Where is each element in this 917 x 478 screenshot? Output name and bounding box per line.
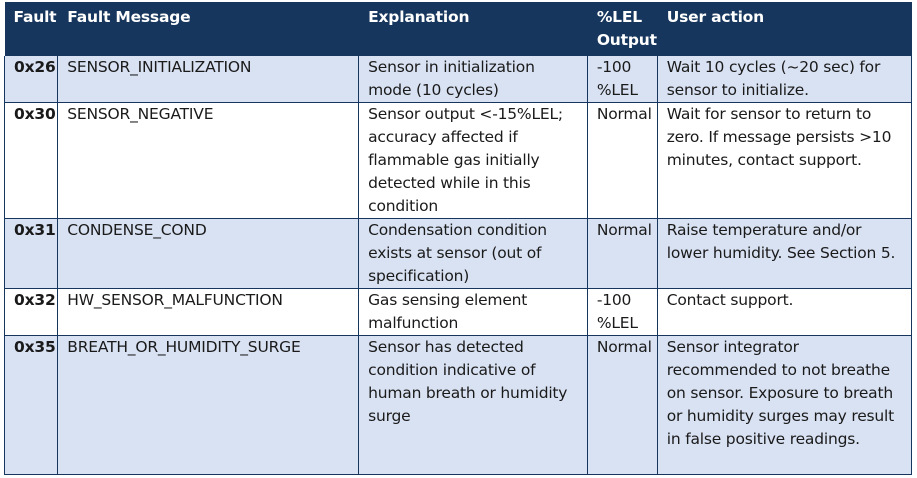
fault-code-table: Fault Fault Message Explanation %LEL Out…	[3, 2, 913, 475]
explanation-cell: Gas sensing element malfunction	[358, 288, 588, 336]
lel-output-cell: Normal	[587, 335, 658, 475]
fault-code-cell: 0x35	[3, 335, 59, 475]
header-fault-message: Fault Message	[57, 2, 360, 56]
header-explanation: Explanation	[358, 2, 588, 56]
fault-message-cell: SENSOR_INITIALIZATION	[57, 56, 360, 103]
user-action-cell: Wait 10 cycles (~20 sec) for sensor to i…	[657, 56, 913, 103]
table-row: 0x30 SENSOR_NEGATIVE Sensor output <-15%…	[3, 102, 913, 219]
table-row: 0x26 SENSOR_INITIALIZATION Sensor in ini…	[3, 56, 913, 103]
table-row: 0x32 HW_SENSOR_MALFUNCTION Gas sensing e…	[3, 288, 913, 336]
lel-output-cell: Normal	[587, 218, 658, 289]
explanation-cell: Sensor in initialization mode (10 cycles…	[358, 56, 588, 103]
fault-message-cell: SENSOR_NEGATIVE	[57, 102, 360, 219]
lel-output-cell: -100 %LEL	[587, 288, 658, 336]
explanation-cell: Condensation condition exists at sensor …	[358, 218, 588, 289]
table-row: 0x35 BREATH_OR_HUMIDITY_SURGE Sensor has…	[3, 335, 913, 475]
user-action-cell: Raise temperature and/or lower humidity.…	[657, 218, 913, 289]
fault-code-cell: 0x26	[3, 56, 59, 103]
user-action-cell: Wait for sensor to return to zero. If me…	[657, 102, 913, 219]
fault-message-cell: BREATH_OR_HUMIDITY_SURGE	[57, 335, 360, 475]
table-row: 0x31 CONDENSE_COND Condensation conditio…	[3, 218, 913, 289]
fault-message-cell: HW_SENSOR_MALFUNCTION	[57, 288, 360, 336]
fault-message-cell: CONDENSE_COND	[57, 218, 360, 289]
lel-output-cell: -100 %LEL	[587, 56, 658, 103]
header-user-action: User action	[657, 2, 913, 56]
header-fault: Fault	[4, 2, 59, 56]
explanation-cell: Sensor has detected condition indicative…	[358, 335, 588, 475]
fault-code-cell: 0x32	[3, 288, 59, 336]
fault-code-cell: 0x31	[3, 218, 59, 289]
explanation-cell: Sensor output <-15%LEL; accuracy affecte…	[358, 102, 588, 219]
header-lel-output: %LEL Output	[587, 2, 658, 56]
fault-code-cell: 0x30	[3, 102, 59, 219]
user-action-cell: Sensor integrator recommended to not bre…	[657, 335, 913, 475]
user-action-cell: Contact support.	[657, 288, 913, 336]
lel-output-cell: Normal	[587, 102, 658, 219]
table-header-row: Fault Fault Message Explanation %LEL Out…	[4, 2, 913, 56]
